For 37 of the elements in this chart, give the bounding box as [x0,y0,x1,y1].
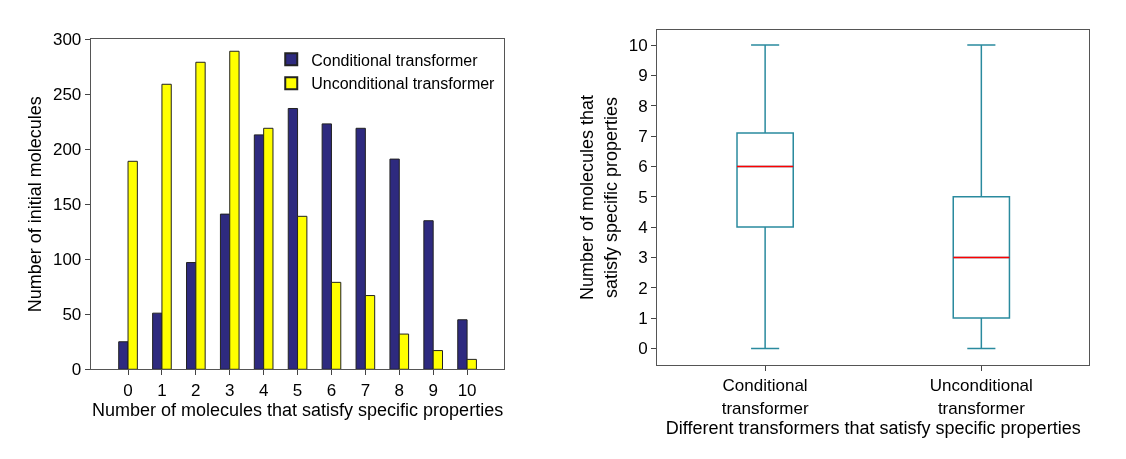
y-tick-label: 10 [628,36,648,56]
y-tick-label: 8 [638,96,648,116]
legend-label: Unconditional transformer [311,75,496,93]
y-tick-label: 50 [62,305,82,325]
y-tick-label: 1 [638,309,648,329]
y-tick-label: 150 [52,195,82,215]
y-tick-label: 7 [638,127,648,147]
y-tick-label: 3 [638,248,648,268]
y-tick-label: 0 [638,339,648,359]
x-tick-label: 8 [394,380,405,400]
y-tick-label: 250 [52,85,82,105]
x-tick-label: 3 [225,380,235,400]
x-tick-label: 10 [457,380,477,400]
x-axis-title: Number of molecules that satisfy specific properties [91,399,504,420]
y-tick-label: 5 [638,187,648,207]
y-tick-label: 200 [52,140,82,160]
x-tick-label: 1 [157,380,167,400]
y-tick-label: 0 [71,360,82,380]
y-tick-label: 2 [638,278,648,298]
x-tick-label: 9 [428,380,438,400]
y-tick-label: 300 [52,30,82,50]
y-tick-label: 6 [638,157,648,177]
x-tick-label: 7 [360,380,371,400]
x-tick-label: 0 [123,380,133,400]
legend-label: Conditional transformer [311,51,479,69]
x-axis-title: Different transformers that satisfy specific properties [665,417,1081,438]
y-tick-label: 4 [638,218,648,238]
x-tick-label: 4 [258,380,269,400]
y-axis-title: Number of molecules that satisfy specific properties [577,94,621,301]
x-tick-label: Conditional transformer [721,376,809,418]
x-tick-label: Unconditional transformer [929,376,1033,418]
y-axis-title: Number of initial molecules [25,96,46,313]
x-tick-label: 6 [326,380,337,400]
y-tick-label: 100 [52,250,82,270]
x-tick-label: 5 [292,380,303,400]
x-tick-label: 2 [191,380,201,400]
y-tick-label: 9 [638,66,648,86]
